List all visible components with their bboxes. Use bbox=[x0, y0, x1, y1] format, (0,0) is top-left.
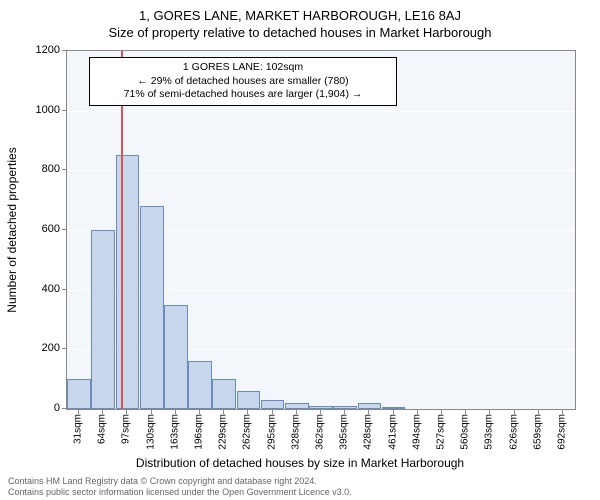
x-tick-mark bbox=[514, 410, 515, 414]
x-tick-label: 626sqm bbox=[508, 414, 519, 450]
x-tick-label: 64sqm bbox=[97, 414, 108, 444]
y-tick-label: 200 bbox=[24, 342, 60, 354]
x-tick-mark bbox=[465, 410, 466, 414]
x-tick-label: 362sqm bbox=[315, 414, 326, 450]
x-tick-mark bbox=[199, 410, 200, 414]
x-tick-label: 428sqm bbox=[363, 414, 374, 450]
x-tick-mark bbox=[223, 410, 224, 414]
chart-container: 1, GORES LANE, MARKET HARBOROUGH, LE16 8… bbox=[0, 0, 600, 500]
chart-title-main: 1, GORES LANE, MARKET HARBOROUGH, LE16 8… bbox=[0, 0, 600, 23]
histogram-bar bbox=[237, 391, 261, 409]
histogram-bar bbox=[333, 406, 357, 409]
histogram-bar bbox=[382, 407, 406, 409]
histogram-bar bbox=[140, 206, 164, 409]
x-tick-label: 593sqm bbox=[484, 414, 495, 450]
x-tick-label: 560sqm bbox=[460, 414, 471, 450]
x-tick-mark bbox=[393, 410, 394, 414]
x-tick-label: 395sqm bbox=[339, 414, 350, 450]
x-tick-mark bbox=[344, 410, 345, 414]
x-axis-label: Distribution of detached houses by size … bbox=[0, 456, 600, 470]
annotation-box: 1 GORES LANE: 102sqm ← 29% of detached h… bbox=[89, 57, 397, 106]
histogram-bar bbox=[67, 379, 91, 409]
histogram-bar bbox=[91, 230, 115, 409]
y-tick-mark bbox=[62, 408, 66, 409]
y-tick-label: 600 bbox=[24, 223, 60, 235]
x-tick-mark bbox=[247, 410, 248, 414]
x-tick-mark bbox=[272, 410, 273, 414]
x-tick-mark bbox=[489, 410, 490, 414]
histogram-bar bbox=[285, 403, 309, 409]
y-tick-label: 800 bbox=[24, 163, 60, 175]
y-tick-mark bbox=[62, 289, 66, 290]
x-tick-label: 659sqm bbox=[532, 414, 543, 450]
x-tick-mark bbox=[175, 410, 176, 414]
y-tick-mark bbox=[62, 348, 66, 349]
x-tick-mark bbox=[417, 410, 418, 414]
x-tick-label: 229sqm bbox=[218, 414, 229, 450]
x-tick-mark bbox=[320, 410, 321, 414]
footer-attribution: Contains HM Land Registry data © Crown c… bbox=[8, 476, 352, 498]
x-tick-label: 328sqm bbox=[290, 414, 301, 450]
y-tick-label: 0 bbox=[24, 402, 60, 414]
x-tick-label: 196sqm bbox=[194, 414, 205, 450]
x-tick-label: 130sqm bbox=[145, 414, 156, 450]
y-tick-label: 1000 bbox=[24, 104, 60, 116]
annotation-line-2: ← 29% of detached houses are smaller (78… bbox=[98, 75, 388, 89]
x-tick-label: 461sqm bbox=[387, 414, 398, 450]
y-tick-label: 1200 bbox=[24, 44, 60, 56]
histogram-bar bbox=[309, 406, 333, 409]
annotation-line-3: 71% of semi-detached houses are larger (… bbox=[98, 88, 388, 102]
x-tick-mark bbox=[441, 410, 442, 414]
x-tick-label: 97sqm bbox=[121, 414, 132, 444]
x-tick-mark bbox=[102, 410, 103, 414]
x-tick-mark bbox=[538, 410, 539, 414]
footer-line-2: Contains public sector information licen… bbox=[8, 487, 352, 498]
x-tick-mark bbox=[78, 410, 79, 414]
x-tick-label: 295sqm bbox=[266, 414, 277, 450]
y-tick-mark bbox=[62, 169, 66, 170]
histogram-bar bbox=[261, 400, 285, 409]
x-tick-mark bbox=[296, 410, 297, 414]
histogram-bar bbox=[164, 305, 188, 409]
y-axis-label: Number of detached properties bbox=[5, 147, 19, 312]
x-tick-label: 692sqm bbox=[556, 414, 567, 450]
y-tick-mark bbox=[62, 229, 66, 230]
histogram-bar bbox=[358, 403, 382, 409]
x-tick-mark bbox=[368, 410, 369, 414]
x-tick-label: 31sqm bbox=[73, 414, 84, 444]
plot-area: 1 GORES LANE: 102sqm ← 29% of detached h… bbox=[66, 50, 576, 410]
y-tick-mark bbox=[62, 110, 66, 111]
annotation-line-1: 1 GORES LANE: 102sqm bbox=[98, 61, 388, 75]
x-tick-mark bbox=[562, 410, 563, 414]
x-tick-mark bbox=[126, 410, 127, 414]
y-tick-label: 400 bbox=[24, 283, 60, 295]
x-tick-label: 494sqm bbox=[411, 414, 422, 450]
y-tick-mark bbox=[62, 50, 66, 51]
x-tick-label: 163sqm bbox=[169, 414, 180, 450]
footer-line-1: Contains HM Land Registry data © Crown c… bbox=[8, 476, 352, 487]
x-tick-mark bbox=[151, 410, 152, 414]
x-tick-label: 262sqm bbox=[242, 414, 253, 450]
x-tick-label: 527sqm bbox=[435, 414, 446, 450]
histogram-bar bbox=[116, 155, 140, 409]
histogram-bar bbox=[188, 361, 212, 409]
histogram-bar bbox=[212, 379, 236, 409]
chart-title-sub: Size of property relative to detached ho… bbox=[0, 23, 600, 40]
